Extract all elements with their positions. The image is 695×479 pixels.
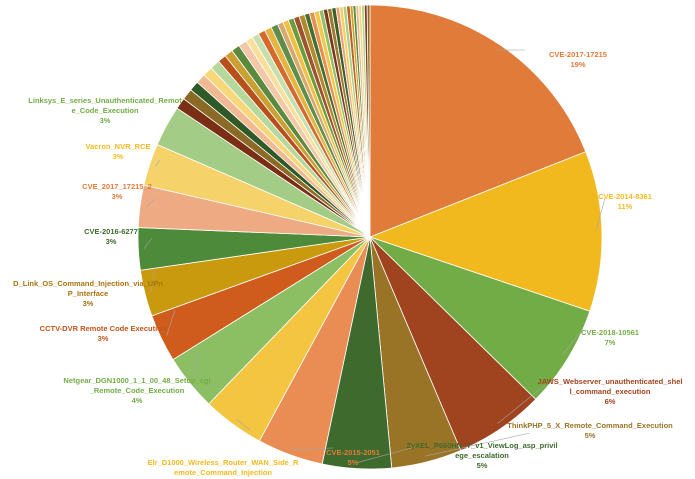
data-label-text: emote_Command_Injection	[174, 468, 272, 477]
data-label-text: Linksys_E_series_Unauthenticated_Remot	[28, 96, 182, 105]
leader-line	[236, 419, 251, 431]
data-label: D_Link_OS_Command_Injection_via_UPn P_Int…	[13, 279, 163, 308]
leader-line	[425, 432, 531, 457]
data-label-value: 5%	[348, 458, 359, 467]
data-label: Vacron_NVR_RCE 3%	[85, 142, 150, 161]
data-label: Elr_D1000_Wireless_Router_WAN_Side_R emot…	[148, 458, 299, 479]
data-label: CCTV-DVR Remote Code Execution 3%	[40, 324, 167, 343]
data-label-value: 3%	[106, 237, 117, 246]
data-label-text: ZyXEL_P660HN_T_v1_ViewLog_asp_privil	[406, 441, 557, 450]
data-label-value: 11%	[618, 202, 633, 211]
pie-slice	[368, 151, 603, 312]
leader-line	[145, 198, 156, 208]
leader-line	[193, 351, 199, 380]
data-label-value: 7%	[605, 338, 616, 347]
data-label-text: CVE-2016-6277	[84, 227, 138, 236]
pie-slice	[369, 4, 587, 238]
data-label-text: CCTV-DVR Remote Code Execution	[40, 324, 167, 333]
leader-line	[150, 266, 156, 292]
leader-line	[291, 447, 334, 450]
data-label: CVE_2017_17215_2 3%	[82, 182, 152, 201]
leader-line	[562, 327, 584, 356]
leader-line	[497, 384, 546, 424]
data-label-text: CVE_2017_17215_2	[82, 182, 152, 191]
data-label-value: 3%	[112, 192, 123, 201]
data-label: ThinkPHP_5_X_Remote_Command_Execution 5%	[507, 421, 673, 440]
data-label-value: 5%	[585, 431, 596, 440]
data-label-value: 19%	[570, 60, 585, 69]
data-label-text: JAWS_Webserver_unauthenticated_shel	[538, 377, 683, 386]
data-label: Netgear_DGN1000_1_1_00_48_Setup_cgi _Remo…	[63, 376, 210, 405]
data-label-value: 4%	[132, 396, 143, 405]
data-label: CVE-2014-8361 11%	[598, 192, 652, 211]
data-label-value: 3%	[83, 299, 94, 308]
pie-slice	[369, 236, 591, 400]
data-label-text: Elr_D1000_Wireless_Router_WAN_Side_R	[148, 458, 299, 467]
pie-slice	[366, 4, 371, 238]
data-label-text: CVE-2018-10561	[581, 328, 639, 337]
data-label-text: l_command_execution	[570, 387, 651, 396]
data-label-text: ege_escalation	[455, 451, 509, 460]
leader-line	[144, 237, 153, 249]
data-label-text: Vacron_NVR_RCE	[85, 142, 150, 151]
data-label-text: CVE-2014-8361	[598, 192, 652, 201]
leader-line	[357, 446, 416, 463]
data-label-text: ThinkPHP_5_X_Remote_Command_Execution	[507, 421, 673, 430]
data-label-text: CVE-2017-17215	[549, 50, 607, 59]
data-label-text: e_Code_Execution	[71, 106, 139, 115]
data-label: ZyXEL_P660HN_T_v1_ViewLog_asp_privil ege_…	[406, 441, 557, 470]
data-label-text: CVE-2015-2051	[326, 448, 380, 457]
data-label-value: 3%	[100, 116, 111, 125]
data-label: Linksys_E_series_Unauthenticated_Remot e_…	[28, 96, 182, 125]
leader-line	[155, 159, 161, 167]
data-label-text: D_Link_OS_Command_Injection_via_UPn	[13, 279, 163, 288]
data-label-text: Netgear_DGN1000_1_1_00_48_Setup_cgi	[63, 376, 210, 385]
pie-slices	[137, 4, 603, 470]
data-labels: CVE-2017-17215 19%CVE-2014-8361 11%CVE-201…	[13, 50, 682, 479]
data-label-value: 3%	[113, 152, 124, 161]
leader-lines	[144, 49, 606, 463]
data-label-text: P_Interface	[68, 289, 108, 298]
data-label-text: _Remote_Code_Execution	[89, 386, 185, 395]
data-label-value: 3%	[98, 334, 109, 343]
data-label: CVE-2015-2051 5%	[326, 448, 380, 467]
data-label: CVE-2016-6277 3%	[84, 227, 138, 246]
data-label-value: 6%	[605, 397, 616, 406]
data-label-value: 5%	[477, 461, 488, 470]
data-label: CVE-2018-10561 7%	[581, 328, 639, 347]
leader-line	[595, 197, 606, 232]
leader-line	[166, 309, 176, 336]
data-label: JAWS_Webserver_unauthenticated_shel l_com…	[538, 377, 683, 406]
data-label: CVE-2017-17215 19%	[549, 50, 607, 69]
